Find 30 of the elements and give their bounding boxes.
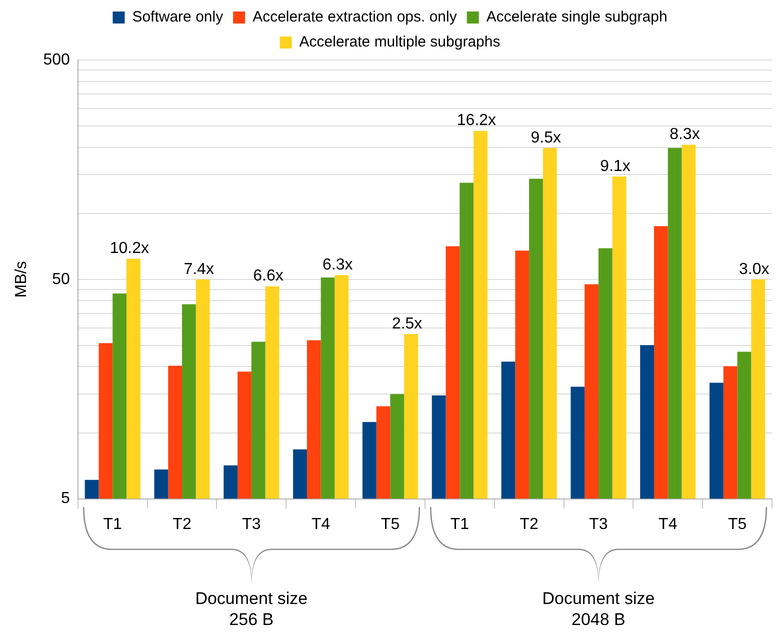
- x-tick-label: T5: [380, 516, 400, 533]
- annotation: 16.2x: [456, 112, 496, 130]
- y-tick-label: 50: [52, 270, 70, 288]
- annotation: 9.1x: [600, 158, 630, 175]
- text: Document size 2048 B: [541, 588, 656, 630]
- annotation: 6.3x: [322, 256, 353, 274]
- x-tick-label: T1: [103, 516, 122, 533]
- legend-label: Accelerate extraction ops. only: [252, 8, 458, 26]
- x-tick-label: T5: [728, 516, 747, 533]
- legend-label: Software only: [132, 8, 224, 26]
- legend-label: Accelerate single subgraph: [486, 8, 668, 26]
- annotation: 8.3x: [670, 126, 700, 144]
- x-tick-label: T3: [242, 516, 261, 533]
- annotation: 10.2x: [110, 240, 149, 258]
- y-axis-title: MB/s: [13, 261, 30, 298]
- x-tick-label: T3: [589, 516, 608, 533]
- y-tick-label: 5: [60, 490, 70, 508]
- x-tick-label: T2: [172, 516, 192, 533]
- x-tick-label: T2: [520, 516, 538, 533]
- annotation: 6.6x: [253, 268, 284, 285]
- legend-label: Accelerate multiple subgraphs: [299, 34, 500, 51]
- annotation: 7.4x: [184, 260, 214, 278]
- x-tick-label: T4: [658, 516, 678, 533]
- text: Document size 256 B: [194, 588, 309, 630]
- annotation: 2.5x: [392, 315, 422, 332]
- annotation: 3.0x: [738, 260, 770, 278]
- x-tick-label: T4: [311, 516, 330, 533]
- y-tick-label: 500: [43, 51, 70, 68]
- annotation: 9.5x: [530, 129, 562, 146]
- x-tick-label: T1: [450, 516, 470, 533]
